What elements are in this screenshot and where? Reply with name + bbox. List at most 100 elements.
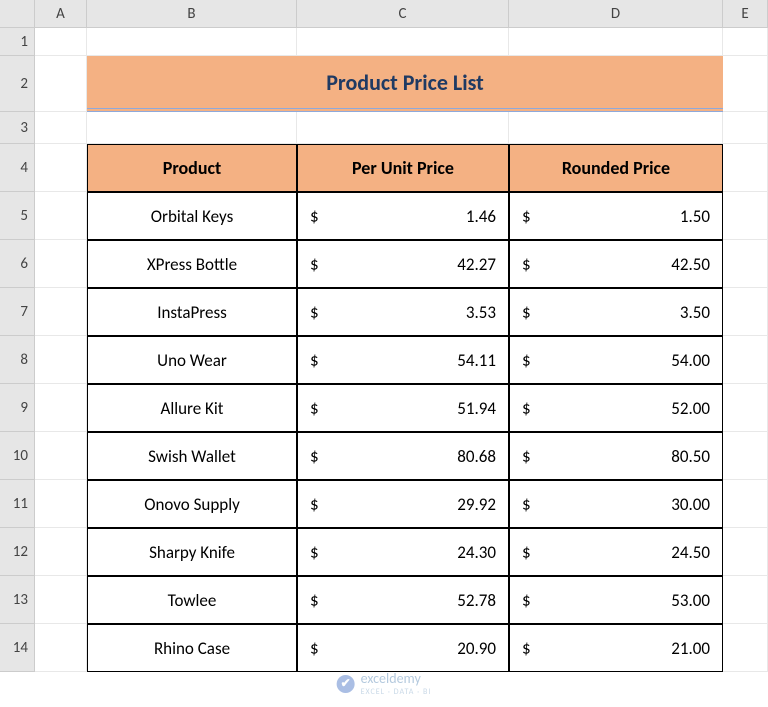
cell[interactable] <box>35 112 87 144</box>
table-cell-unit-price[interactable]: $3.53 <box>297 288 509 336</box>
cell[interactable] <box>297 112 509 144</box>
unit-price-value: 54.11 <box>457 350 498 371</box>
row-header-11[interactable]: 11 <box>0 480 35 528</box>
cell[interactable] <box>723 624 768 672</box>
table-cell-unit-price[interactable]: $24.30 <box>297 528 509 576</box>
row-header-6[interactable]: 6 <box>0 240 35 288</box>
cell[interactable] <box>35 384 87 432</box>
table-cell-rounded-price[interactable]: $53.00 <box>509 576 723 624</box>
row-header-9[interactable]: 9 <box>0 384 35 432</box>
cell[interactable] <box>35 480 87 528</box>
cell[interactable] <box>35 144 87 192</box>
currency-symbol: $ <box>520 542 531 563</box>
watermark-logo-icon: ✔ <box>337 675 355 693</box>
unit-price-value: 24.30 <box>457 542 498 563</box>
cell[interactable] <box>35 56 87 112</box>
table-cell-rounded-price[interactable]: $21.00 <box>509 624 723 672</box>
cell[interactable] <box>723 56 768 112</box>
table-cell-rounded-price[interactable]: $52.00 <box>509 384 723 432</box>
cell[interactable] <box>723 112 768 144</box>
cell[interactable] <box>297 28 509 56</box>
select-all-corner[interactable] <box>0 0 35 28</box>
row-header-13[interactable]: 13 <box>0 576 35 624</box>
rounded-price-value: 52.00 <box>671 398 712 419</box>
currency-symbol: $ <box>520 206 531 227</box>
table-cell-rounded-price[interactable]: $24.50 <box>509 528 723 576</box>
row-header-2[interactable]: 2 <box>0 56 35 112</box>
table-cell-product[interactable]: Uno Wear <box>87 336 297 384</box>
cell[interactable] <box>723 28 768 56</box>
row-header-3[interactable]: 3 <box>0 112 35 144</box>
cell[interactable] <box>509 28 723 56</box>
spreadsheet-grid[interactable]: ABCDE1234567891011121314Product Price Li… <box>0 0 768 672</box>
table-cell-product[interactable]: Rhino Case <box>87 624 297 672</box>
cell[interactable] <box>723 480 768 528</box>
cell[interactable] <box>87 28 297 56</box>
table-cell-unit-price[interactable]: $51.94 <box>297 384 509 432</box>
table-cell-unit-price[interactable]: $54.11 <box>297 336 509 384</box>
column-header-C[interactable]: C <box>297 0 509 28</box>
cell[interactable] <box>35 624 87 672</box>
row-header-10[interactable]: 10 <box>0 432 35 480</box>
cell[interactable] <box>723 576 768 624</box>
table-cell-rounded-price[interactable]: $42.50 <box>509 240 723 288</box>
row-header-7[interactable]: 7 <box>0 288 35 336</box>
cell[interactable] <box>35 28 87 56</box>
table-cell-rounded-price[interactable]: $30.00 <box>509 480 723 528</box>
unit-price-value: 29.92 <box>457 494 498 515</box>
cell[interactable] <box>35 432 87 480</box>
table-cell-unit-price[interactable]: $1.46 <box>297 192 509 240</box>
column-header-E[interactable]: E <box>723 0 768 28</box>
cell[interactable] <box>723 240 768 288</box>
cell[interactable] <box>35 240 87 288</box>
table-cell-product[interactable]: Onovo Supply <box>87 480 297 528</box>
table-cell-product[interactable]: Towlee <box>87 576 297 624</box>
table-cell-product[interactable]: Swish Wallet <box>87 432 297 480</box>
row-header-1[interactable]: 1 <box>0 28 35 56</box>
row-header-14[interactable]: 14 <box>0 624 35 672</box>
cell[interactable] <box>723 384 768 432</box>
table-cell-unit-price[interactable]: $29.92 <box>297 480 509 528</box>
row-header-12[interactable]: 12 <box>0 528 35 576</box>
currency-symbol: $ <box>520 398 531 419</box>
row-header-5[interactable]: 5 <box>0 192 35 240</box>
cell[interactable] <box>723 192 768 240</box>
table-cell-unit-price[interactable]: $42.27 <box>297 240 509 288</box>
table-cell-product[interactable]: Orbital Keys <box>87 192 297 240</box>
table-header[interactable]: Rounded Price <box>509 144 723 192</box>
table-cell-product[interactable]: XPress Bottle <box>87 240 297 288</box>
table-cell-unit-price[interactable]: $80.68 <box>297 432 509 480</box>
table-cell-rounded-price[interactable]: $80.50 <box>509 432 723 480</box>
column-header-D[interactable]: D <box>509 0 723 28</box>
row-header-8[interactable]: 8 <box>0 336 35 384</box>
table-cell-unit-price[interactable]: $52.78 <box>297 576 509 624</box>
watermark-tagline: EXCEL · DATA · BI <box>361 687 432 697</box>
currency-symbol: $ <box>308 254 319 275</box>
cell[interactable] <box>35 576 87 624</box>
table-cell-rounded-price[interactable]: $1.50 <box>509 192 723 240</box>
cell[interactable] <box>35 528 87 576</box>
table-cell-rounded-price[interactable]: $3.50 <box>509 288 723 336</box>
cell[interactable] <box>35 192 87 240</box>
table-cell-product[interactable]: InstaPress <box>87 288 297 336</box>
cell[interactable] <box>723 528 768 576</box>
cell[interactable] <box>723 144 768 192</box>
title-cell[interactable]: Product Price List <box>87 56 723 112</box>
cell[interactable] <box>87 112 297 144</box>
table-cell-product[interactable]: Allure Kit <box>87 384 297 432</box>
table-cell-unit-price[interactable]: $20.90 <box>297 624 509 672</box>
cell[interactable] <box>35 288 87 336</box>
cell[interactable] <box>509 112 723 144</box>
rounded-price-value: 42.50 <box>671 254 712 275</box>
column-header-B[interactable]: B <box>87 0 297 28</box>
table-header[interactable]: Product <box>87 144 297 192</box>
table-cell-rounded-price[interactable]: $54.00 <box>509 336 723 384</box>
table-header[interactable]: Per Unit Price <box>297 144 509 192</box>
cell[interactable] <box>35 336 87 384</box>
cell[interactable] <box>723 288 768 336</box>
column-header-A[interactable]: A <box>35 0 87 28</box>
cell[interactable] <box>723 432 768 480</box>
table-cell-product[interactable]: Sharpy Knife <box>87 528 297 576</box>
cell[interactable] <box>723 336 768 384</box>
row-header-4[interactable]: 4 <box>0 144 35 192</box>
